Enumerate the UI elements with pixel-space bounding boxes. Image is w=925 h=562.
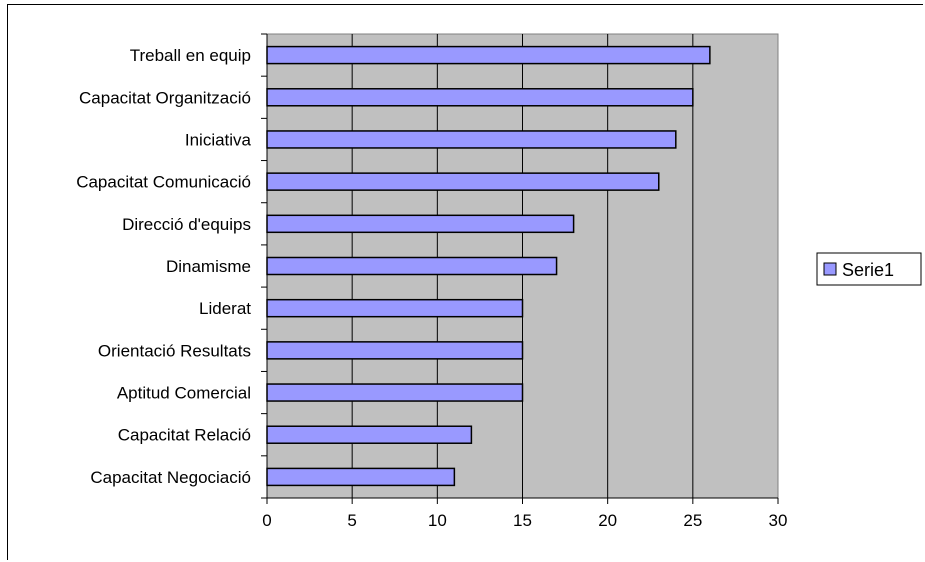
x-tick-label: 0 <box>262 511 271 530</box>
category-label: Capacitat Relació <box>118 426 251 445</box>
chart-frame <box>7 4 923 560</box>
category-label: Direcció d'equips <box>122 215 251 234</box>
category-labels: Treball en equip Capacitat Organització In… <box>76 46 251 487</box>
legend-swatch-serie1 <box>823 262 837 276</box>
bar <box>266 298 524 318</box>
axes <box>261 33 779 504</box>
x-tick-label: 15 <box>513 511 532 530</box>
x-tick-label: 25 <box>683 511 702 530</box>
category-label: Iniciativa <box>185 130 252 149</box>
x-tick-label: 20 <box>598 511 617 530</box>
category-label: Treball en equip <box>130 46 251 65</box>
bar <box>266 425 473 444</box>
bar <box>266 88 694 107</box>
category-label: Orientació Resultats <box>98 341 251 360</box>
bar <box>266 256 558 276</box>
x-tick-labels: 0 5 10 15 20 25 30 <box>262 511 787 530</box>
bar <box>266 130 677 149</box>
bar <box>266 45 711 65</box>
x-tick-label: 10 <box>428 511 447 530</box>
bar <box>266 214 575 234</box>
category-label: Capacitat Negociació <box>90 468 251 487</box>
legend-label-serie1: Serie1 <box>842 260 894 280</box>
category-label: Liderat <box>199 299 251 318</box>
bars <box>266 45 711 487</box>
category-label: Aptitud Comercial <box>117 384 251 403</box>
bar <box>266 341 524 360</box>
bar <box>266 383 524 402</box>
bar <box>266 172 660 191</box>
x-tick-label: 30 <box>769 511 788 530</box>
category-label: Capacitat Organització <box>79 88 251 107</box>
bar <box>266 467 456 487</box>
category-label: Capacitat Comunicació <box>76 173 251 192</box>
category-label: Dinamisme <box>166 257 251 276</box>
x-tick-label: 5 <box>347 511 356 530</box>
legend: Serie1 <box>816 252 922 286</box>
